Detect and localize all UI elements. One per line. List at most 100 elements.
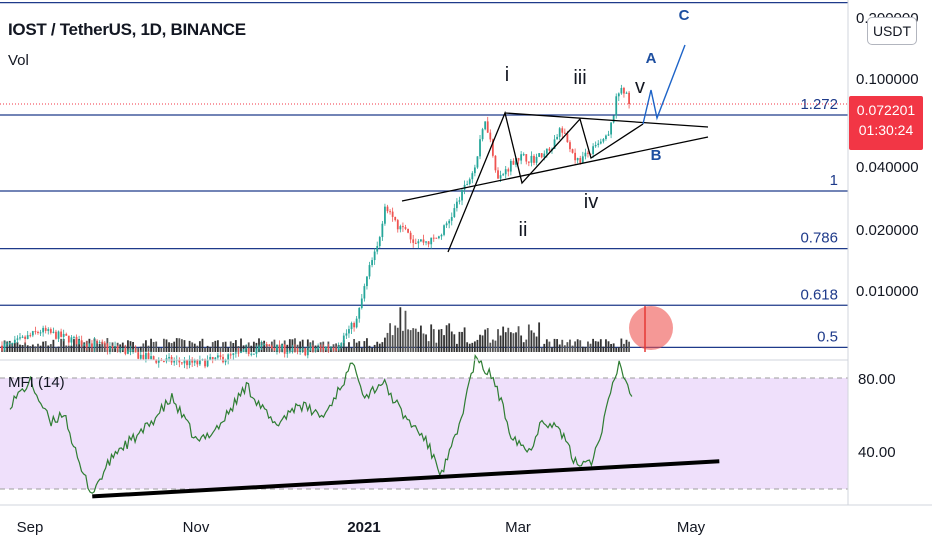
volume-bar: [427, 341, 430, 352]
volume-bar: [163, 338, 165, 352]
volume-bar: [553, 338, 556, 352]
candle-body: [109, 346, 111, 350]
candle-body: [350, 322, 353, 330]
volume-bar: [484, 329, 487, 352]
candle-body: [545, 148, 548, 154]
volume-bar: [471, 342, 474, 352]
mfi-indicator-label[interactable]: MFI (14): [8, 374, 65, 391]
candle-body: [566, 133, 569, 143]
candle-body: [615, 96, 618, 116]
volume-bar: [196, 345, 199, 352]
volume-bar: [224, 341, 227, 352]
volume-bar: [348, 342, 350, 352]
candle-body: [509, 160, 512, 172]
candle-body: [538, 153, 541, 157]
candle-body: [111, 346, 114, 348]
volume-bar: [211, 342, 214, 352]
candle-body: [39, 332, 42, 334]
candle-body: [93, 341, 96, 348]
candle-body: [147, 353, 150, 359]
candle-body: [340, 343, 343, 347]
candle-body: [139, 354, 142, 359]
candles-layer: [1, 84, 630, 370]
volume-bar: [443, 335, 445, 352]
volume-bar: [420, 325, 422, 352]
volume-bar: [178, 338, 181, 352]
candle-body: [594, 145, 597, 147]
candle-body: [587, 152, 589, 154]
volume-bar: [353, 339, 355, 352]
candle-body: [42, 327, 45, 333]
candle-body: [13, 339, 16, 343]
candle-body: [417, 241, 420, 244]
volume-bar: [476, 339, 479, 352]
volume-bar: [242, 345, 245, 352]
volume-bar: [232, 342, 235, 352]
volume-bar: [222, 342, 224, 352]
volume-bar: [594, 341, 597, 352]
volume-bar: [599, 339, 602, 352]
volume-bar: [489, 342, 492, 352]
candle-body: [88, 343, 91, 347]
candle-body: [571, 149, 574, 153]
volume-highlight-circle: [629, 306, 673, 350]
candle-body: [240, 351, 242, 353]
candle-body: [24, 336, 27, 340]
volume-bar: [481, 335, 484, 352]
candle-body: [394, 216, 397, 221]
volume-bar: [147, 345, 150, 352]
volume-bar: [381, 342, 384, 352]
candle-body: [360, 298, 363, 308]
candle-body: [52, 331, 55, 333]
mfi-tick-label: 40.00: [858, 444, 896, 461]
volume-bar: [543, 343, 546, 352]
volume-bar: [581, 346, 584, 352]
volume-bar: [558, 344, 561, 352]
candle-body: [224, 359, 227, 363]
candle-body: [420, 239, 422, 242]
candle-body: [486, 121, 489, 133]
candle-body: [455, 201, 458, 209]
volume-bar: [458, 331, 461, 352]
candle-body: [55, 331, 57, 339]
volume-bar: [273, 339, 276, 352]
volume-bar: [78, 338, 80, 352]
volume-bar: [57, 346, 60, 352]
candle-body: [206, 359, 209, 367]
candle-body: [216, 355, 219, 358]
candle-body: [330, 347, 332, 349]
candle-body: [612, 115, 615, 123]
candle-body: [332, 347, 335, 350]
candle-body: [309, 347, 312, 351]
candle-body: [258, 346, 260, 350]
mfi-line: [9, 353, 633, 494]
volume-bar: [24, 342, 27, 352]
volume-bar: [21, 345, 24, 352]
candle-body: [98, 342, 101, 344]
candle-body: [597, 143, 600, 146]
volume-bar: [8, 340, 11, 352]
volume-bar: [517, 326, 520, 352]
volume-bar: [250, 345, 253, 352]
candle-body: [232, 353, 235, 355]
candle-body: [391, 211, 394, 217]
candle-body: [522, 154, 525, 156]
candle-body: [6, 343, 9, 345]
candle-body: [445, 223, 448, 226]
candle-body: [178, 359, 181, 363]
volume-bar: [417, 331, 420, 352]
wave-label-iii: iii: [573, 67, 586, 89]
candle-body: [443, 225, 445, 235]
candle-body: [317, 347, 320, 350]
candle-body: [322, 347, 325, 350]
volume-bar: [29, 346, 32, 352]
volume-bar: [227, 347, 230, 352]
volume-bar: [440, 329, 443, 352]
volume-bar: [520, 335, 523, 352]
currency-button[interactable]: USDT: [867, 17, 917, 45]
candle-body: [67, 335, 70, 343]
candle-body: [414, 242, 417, 244]
volume-bar: [507, 327, 510, 352]
candle-body: [623, 87, 625, 94]
candle-body: [517, 158, 520, 161]
